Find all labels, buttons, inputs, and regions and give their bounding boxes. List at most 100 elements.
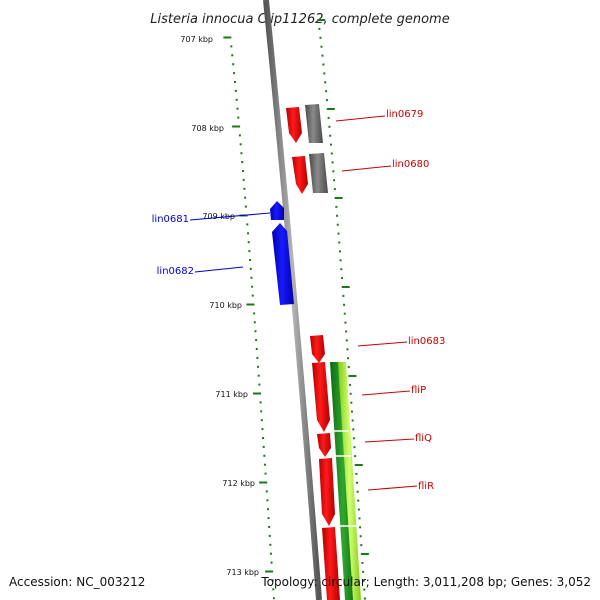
kbp-minor-tick xyxy=(330,152,333,155)
kbp-minor-tick xyxy=(256,356,259,359)
kbp-minor-tick xyxy=(260,419,263,422)
label-leaders xyxy=(189,115,418,491)
kbp-label: 709 kbp xyxy=(202,212,235,221)
kbp-minor-tick xyxy=(272,588,275,591)
kbp-major-tick xyxy=(334,197,343,199)
kbp-minor-tick xyxy=(266,499,269,502)
kbp-minor-tick xyxy=(325,99,328,102)
gene-label-lin0683[interactable]: lin0683 xyxy=(408,336,445,347)
gene-arrow-lin0679[interactable] xyxy=(286,107,302,143)
leader-line xyxy=(364,438,415,443)
gene-label-flir[interactable]: fliR xyxy=(418,481,434,492)
kbp-label: 711 kbp xyxy=(215,390,248,399)
kbp-minor-tick xyxy=(272,597,275,600)
kbp-minor-tick xyxy=(335,205,338,208)
kbp-minor-tick xyxy=(265,490,268,493)
kbp-minor-tick xyxy=(349,383,352,386)
kbp-minor-tick xyxy=(250,276,253,279)
kbp-minor-tick xyxy=(332,170,335,173)
gene-label-lin0681[interactable]: lin0681 xyxy=(152,214,189,225)
gene-arrow-lin0681[interactable] xyxy=(270,201,284,220)
kbp-minor-tick xyxy=(242,178,245,181)
kbp-minor-tick xyxy=(323,72,326,75)
kbp-minor-tick xyxy=(257,374,260,377)
kbp-minor-tick xyxy=(257,365,260,368)
gene-arrow-lin0680[interactable] xyxy=(292,156,308,194)
gene-arrow-lin0682[interactable] xyxy=(272,223,294,305)
leader-line xyxy=(361,390,411,396)
kbp-minor-tick xyxy=(329,134,332,137)
kbp-minor-tick xyxy=(356,490,359,493)
kbp-minor-tick xyxy=(362,570,365,573)
kbp-minor-tick xyxy=(267,517,270,520)
gene-arrow-fliq[interactable] xyxy=(317,433,331,457)
gene-arrow-flip[interactable] xyxy=(312,362,330,432)
kbp-minor-tick xyxy=(247,241,250,244)
gene-label-flip[interactable]: fliP xyxy=(411,385,426,396)
kbp-minor-tick xyxy=(318,27,321,30)
kbp-minor-tick xyxy=(243,187,246,190)
ruler-ticks-left xyxy=(223,36,275,600)
ruler-ticks-right xyxy=(317,19,369,600)
kbp-minor-tick xyxy=(269,543,272,546)
kbp-minor-tick xyxy=(345,330,348,333)
kbp-minor-tick xyxy=(338,250,341,253)
kbp-minor-tick xyxy=(358,517,361,520)
gene-label-lin0682[interactable]: lin0682 xyxy=(157,266,194,277)
kbp-minor-tick xyxy=(363,597,366,600)
kbp-minor-tick xyxy=(320,45,323,48)
kbp-minor-tick xyxy=(324,81,327,84)
kbp-minor-tick xyxy=(251,285,254,288)
kbp-minor-tick xyxy=(362,579,365,582)
kbp-minor-tick xyxy=(251,294,254,297)
kbp-minor-tick xyxy=(357,508,360,511)
kbp-major-tick xyxy=(252,392,261,395)
leader-line xyxy=(335,115,386,122)
kbp-minor-tick xyxy=(238,134,241,137)
kbp-minor-tick xyxy=(230,45,233,48)
kbp-minor-tick xyxy=(345,339,348,342)
kbp-minor-tick xyxy=(333,188,336,191)
gene-arrow-flir[interactable] xyxy=(319,458,335,526)
kbp-minor-tick xyxy=(344,321,347,324)
kbp-major-tick xyxy=(259,481,268,484)
kbp-minor-tick xyxy=(342,294,345,297)
kbp-minor-tick xyxy=(268,534,271,537)
gene-arrow-next[interactable] xyxy=(322,527,340,600)
kbp-minor-tick xyxy=(330,143,333,146)
kbp-minor-tick xyxy=(235,98,238,101)
gene-label-lin0680[interactable]: lin0680 xyxy=(392,159,429,170)
kbp-minor-tick xyxy=(333,179,336,182)
kbp-minor-tick xyxy=(240,152,243,155)
kbp-minor-tick xyxy=(244,196,247,199)
kbp-major-tick xyxy=(246,303,255,306)
kbp-minor-tick xyxy=(327,116,330,119)
kbp-minor-tick xyxy=(360,544,363,547)
kbp-minor-tick xyxy=(248,250,251,253)
gene-arrow-lin0683[interactable] xyxy=(310,335,325,363)
kbp-major-tick xyxy=(354,464,363,466)
kbp-minor-tick xyxy=(233,81,236,83)
reverse-genes xyxy=(270,201,294,305)
kbp-label: 713 kbp xyxy=(226,568,259,577)
kbp-minor-tick xyxy=(247,232,250,235)
kbp-minor-tick xyxy=(246,223,249,226)
gene-label-fliq[interactable]: fliQ xyxy=(415,433,432,444)
cog-block xyxy=(305,104,323,143)
kbp-minor-tick xyxy=(359,535,362,538)
kbp-minor-tick xyxy=(258,383,261,386)
kbp-minor-tick xyxy=(339,259,342,262)
kbp-major-tick xyxy=(265,570,274,573)
gene-label-lin0679[interactable]: lin0679 xyxy=(386,109,423,120)
kbp-minor-tick xyxy=(241,170,244,172)
kbp-minor-tick xyxy=(338,241,341,244)
kbp-minor-tick xyxy=(347,357,350,360)
kbp-minor-tick xyxy=(354,455,357,458)
kbp-minor-tick xyxy=(269,552,272,555)
kbp-minor-tick xyxy=(244,205,247,208)
kbp-major-tick xyxy=(326,108,335,110)
kbp-minor-tick xyxy=(349,392,352,395)
leader-line xyxy=(341,165,392,172)
kbp-label: 708 kbp xyxy=(191,124,224,133)
